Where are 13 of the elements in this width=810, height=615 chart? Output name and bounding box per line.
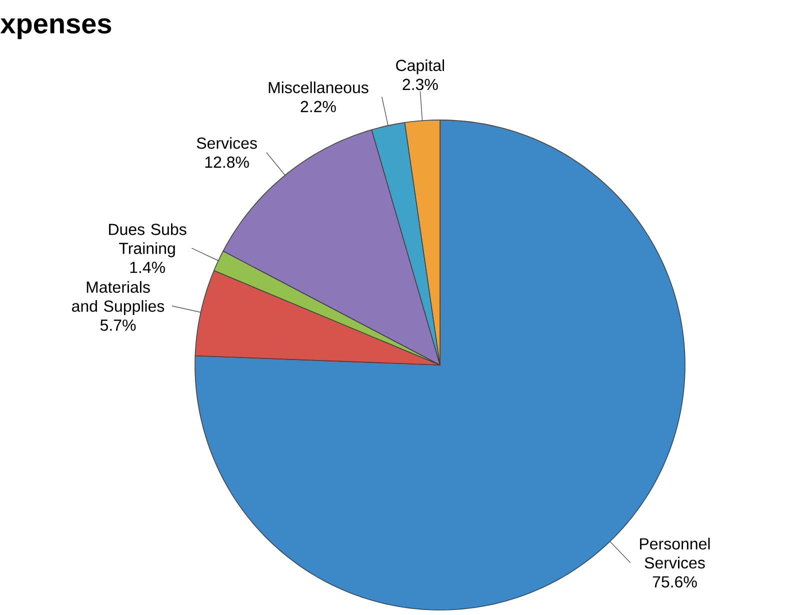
slice-label: Capital <box>396 59 444 74</box>
slice-label: Materials and Supplies <box>72 281 164 316</box>
data-label: 2.2% <box>300 100 336 112</box>
data-label: 75.6% <box>652 576 697 588</box>
slice-label: Services <box>196 137 257 149</box>
data-label: 5.7% <box>100 320 136 331</box>
slice-label: Miscellaneous <box>268 81 368 94</box>
data-label: 12.8% <box>205 156 249 168</box>
data-label: 2.3% <box>402 78 438 90</box>
chart-title: xpenses <box>0 18 112 40</box>
slice-label: Personnel Services <box>640 538 710 569</box>
data-label: 1.4% <box>130 262 165 274</box>
slice-label: Dues Subs Training <box>109 223 186 258</box>
